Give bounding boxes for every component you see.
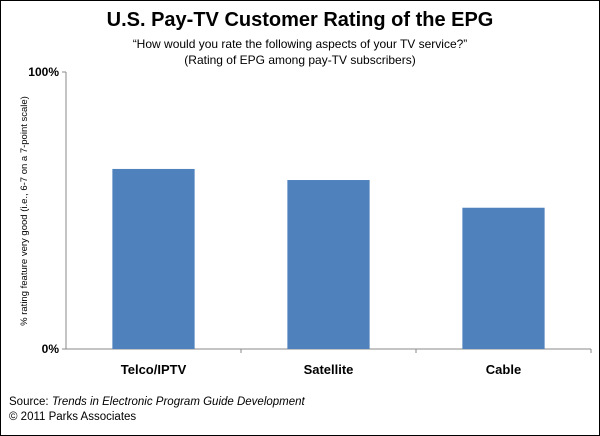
x-tick-label: Cable	[486, 362, 521, 377]
x-tick-labels: Telco/IPTV Satellite Cable	[121, 349, 592, 377]
source-label: Source:	[9, 396, 49, 408]
source-text: Trends in Electronic Program Guide Devel…	[51, 396, 305, 408]
chart-subtitle-line1: “How would you rate the following aspect…	[132, 37, 468, 51]
y-tick-label: 100%	[28, 65, 59, 79]
bar	[287, 180, 370, 349]
chart-title: U.S. Pay-TV Customer Rating of the EPG	[106, 9, 494, 31]
y-tick-label: 0%	[42, 342, 60, 356]
bar	[112, 168, 195, 349]
bars	[112, 168, 545, 349]
y-ticks: 0% 100%	[28, 65, 66, 356]
source-note: Source: Trends in Electronic Program Gui…	[9, 395, 305, 425]
x-tick-label: Satellite	[304, 362, 354, 377]
x-tick-label: Telco/IPTV	[121, 362, 187, 377]
bar	[462, 207, 545, 349]
copyright-text: © 2011 Parks Associates	[9, 411, 137, 423]
chart-subtitle-line2: (Rating of EPG among pay-TV subscribers)	[184, 53, 416, 67]
y-axis-label: % rating feature very good (i.e., 6-7 on…	[19, 96, 30, 326]
